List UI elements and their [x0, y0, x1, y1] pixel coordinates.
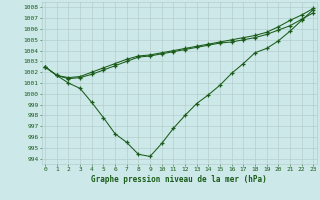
- X-axis label: Graphe pression niveau de la mer (hPa): Graphe pression niveau de la mer (hPa): [91, 175, 267, 184]
